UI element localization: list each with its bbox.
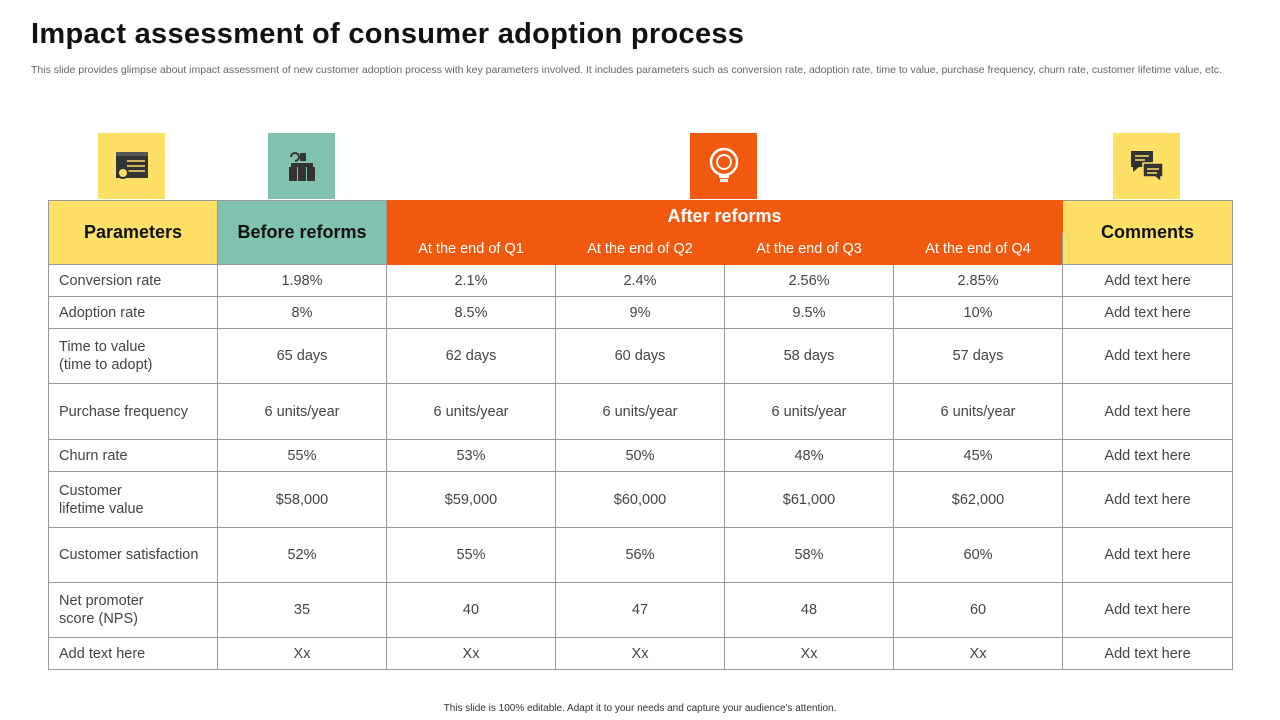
value-cell: 35 (217, 582, 387, 638)
value-cell: 48 (724, 582, 894, 638)
lightbulb-icon (709, 147, 738, 182)
table-row: Time to value (time to adopt) 65 days 62 d… (48, 328, 1234, 384)
value-cell: 65 days (217, 328, 387, 384)
table-row: Adoption rate 8% 8.5% 9% 9.5% 10% Add text her… (48, 296, 1234, 329)
table-row: Customer satisfaction 52% 55% 56% 58% 60% Add … (48, 527, 1234, 583)
value-cell: 6 units/year (555, 383, 725, 440)
value-cell: Xx (892, 637, 1064, 670)
comment-cell: Add text here (1062, 328, 1234, 384)
value-cell: 9% (555, 296, 725, 329)
value-cell: 6 units/year (386, 383, 556, 440)
table-row: Net promoter score (NPS) 35 40 47 48 60 Add te… (48, 582, 1234, 638)
parameter-cell: Customer satisfaction (48, 527, 218, 583)
header-q1: At the end of Q1 (386, 232, 556, 265)
value-cell: $58,000 (217, 471, 387, 528)
value-cell: 9.5% (724, 296, 894, 329)
page-title: Impact assessment of consumer adoption p… (31, 18, 745, 50)
comments-icon-box (1113, 133, 1180, 199)
value-cell: 8% (217, 296, 387, 329)
value-cell: 50% (555, 439, 725, 472)
header-q4: At the end of Q4 (892, 232, 1064, 265)
footer-note: This slide is 100% editable. Adapt it to… (443, 703, 837, 714)
value-cell: 58 days (724, 328, 894, 384)
value-cell: 40 (386, 582, 556, 638)
comment-cell: Add text here (1062, 383, 1234, 440)
value-cell: 55% (386, 527, 556, 583)
value-cell: 53% (386, 439, 556, 472)
value-cell: 6 units/year (217, 383, 387, 440)
before-icon-box (268, 133, 335, 199)
value-cell: $60,000 (555, 471, 725, 528)
header-q2: At the end of Q2 (555, 232, 725, 265)
chat-bubbles-icon (1130, 151, 1164, 183)
after-icon-box (690, 133, 757, 199)
value-cell: 2.56% (724, 264, 894, 297)
value-cell: Xx (217, 637, 387, 670)
value-cell: Xx (724, 637, 894, 670)
value-cell: 60% (892, 527, 1064, 583)
parameter-cell: Adoption rate (48, 296, 218, 329)
parameters-icon-box (98, 133, 165, 199)
header-q3: At the end of Q3 (724, 232, 894, 265)
value-cell: 2.1% (386, 264, 556, 297)
value-cell: 47 (555, 582, 725, 638)
value-cell: 62 days (386, 328, 556, 384)
comment-cell: Add text here (1062, 582, 1234, 638)
value-cell: 45% (892, 439, 1064, 472)
page-subtitle: This slide provides glimpse about impact… (31, 64, 1222, 76)
comment-cell: Add text here (1062, 296, 1234, 329)
header-comments: Comments (1062, 200, 1234, 265)
parameter-cell: Add text here (48, 637, 218, 670)
header-parameters: Parameters (48, 200, 218, 265)
table-row: Add text here Xx Xx Xx Xx Xx Add text here (48, 637, 1234, 670)
value-cell: Xx (386, 637, 556, 670)
table-row: Churn rate 55% 53% 50% 48% 45% Add text here (48, 439, 1234, 472)
value-cell: 55% (217, 439, 387, 472)
header-before-reforms: Before reforms (217, 200, 387, 265)
parameter-cell: Churn rate (48, 439, 218, 472)
value-cell: 60 (892, 582, 1064, 638)
comment-cell: Add text here (1062, 527, 1234, 583)
value-cell: 8.5% (386, 296, 556, 329)
table-row: Conversion rate 1.98% 2.1% 2.4% 2.56% 2.85% Ad… (48, 264, 1234, 297)
value-cell: Xx (555, 637, 725, 670)
value-cell: 2.85% (892, 264, 1064, 297)
value-cell: $62,000 (892, 471, 1064, 528)
value-cell: 57 days (892, 328, 1064, 384)
value-cell: 1.98% (217, 264, 387, 297)
impact-table: Parameters Before reforms After reforms … (48, 200, 1234, 670)
value-cell: 48% (724, 439, 894, 472)
header-after-reforms: After reforms (385, 200, 1064, 233)
table-row: Purchase frequency 6 units/year 6 units/ye… (48, 383, 1234, 440)
factory-reform-icon (288, 152, 315, 181)
parameter-cell: Time to value (time to adopt) (48, 328, 218, 384)
value-cell: 58% (724, 527, 894, 583)
value-cell: 2.4% (555, 264, 725, 297)
parameter-cell: Purchase frequency (48, 383, 218, 440)
value-cell: 10% (892, 296, 1064, 329)
parameter-cell: Net promoter score (NPS) (48, 582, 218, 638)
value-cell: 6 units/year (724, 383, 894, 440)
parameter-cell: Conversion rate (48, 264, 218, 297)
settings-dashboard-icon (115, 152, 148, 179)
comment-cell: Add text here (1062, 637, 1234, 670)
value-cell: $61,000 (724, 471, 894, 528)
table-row: Customer lifetime value $58,000 $59,000 $60… (48, 471, 1234, 528)
value-cell: 60 days (555, 328, 725, 384)
parameter-cell: Customer lifetime value (48, 471, 218, 528)
value-cell: 52% (217, 527, 387, 583)
value-cell: 56% (555, 527, 725, 583)
comment-cell: Add text here (1062, 264, 1234, 297)
value-cell: $59,000 (386, 471, 556, 528)
comment-cell: Add text here (1062, 439, 1234, 472)
value-cell: 6 units/year (892, 383, 1064, 440)
comment-cell: Add text here (1062, 471, 1234, 528)
